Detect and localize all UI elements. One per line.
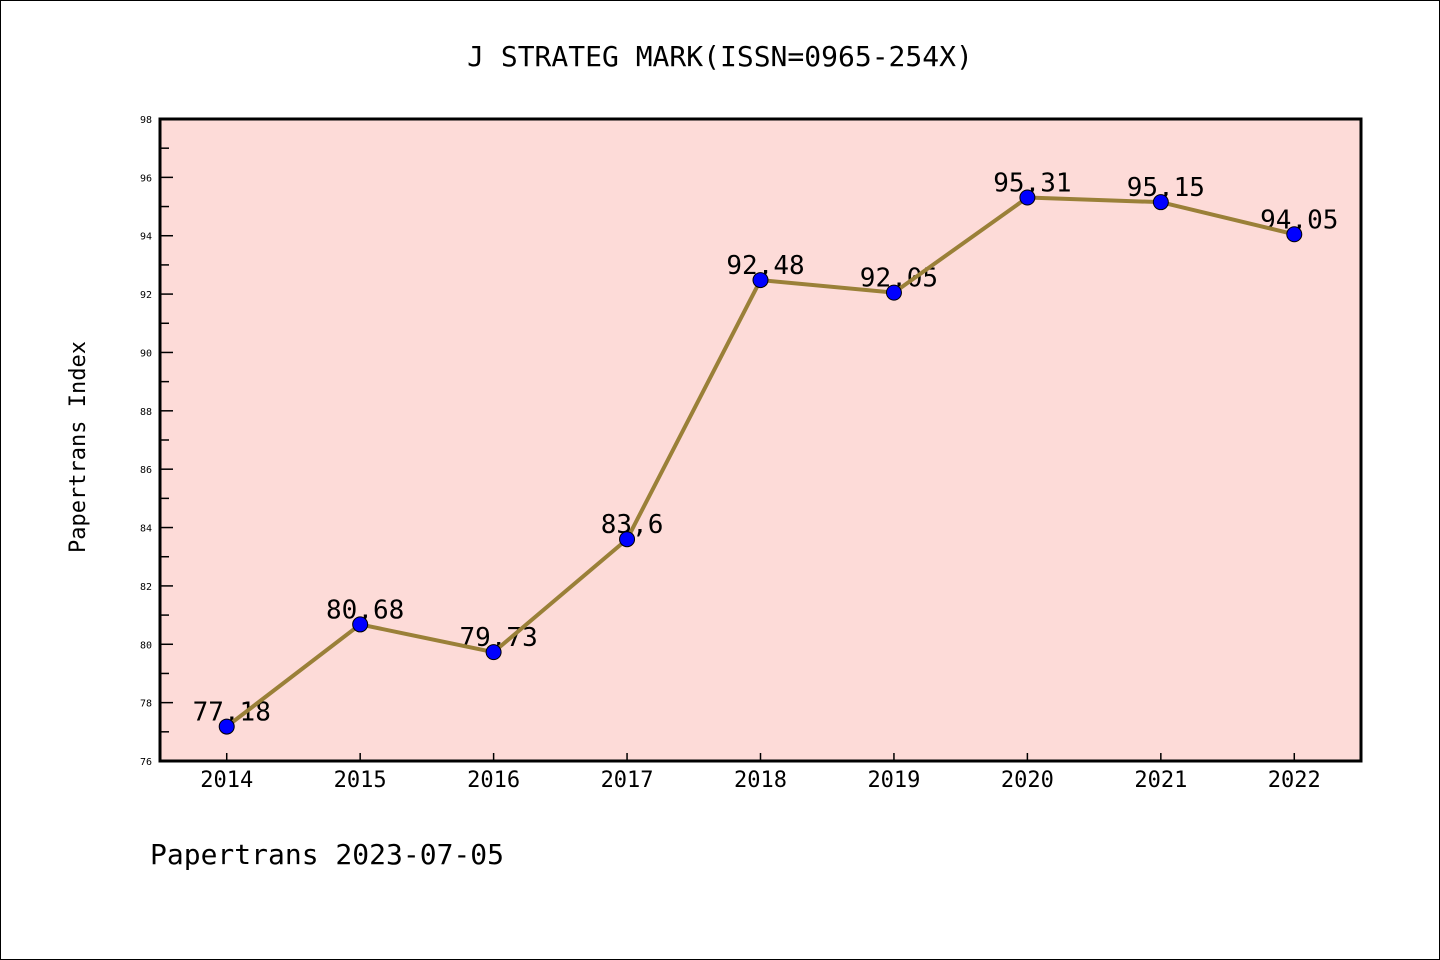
y-tick-label: 94 — [140, 232, 152, 243]
plot-border — [158, 117, 1363, 763]
data-point — [1286, 226, 1303, 243]
y-tick-label: 78 — [140, 699, 152, 710]
y-tick-label: 90 — [140, 348, 152, 359]
y-tick-label: 88 — [140, 407, 152, 418]
x-tick-label: 2022 — [1268, 768, 1321, 793]
x-tick-label: 2016 — [467, 768, 520, 793]
x-tick-label: 2017 — [601, 768, 654, 793]
x-tick-label: 2019 — [867, 768, 920, 793]
y-tick-label: 84 — [140, 524, 152, 535]
x-tick-label: 2020 — [1001, 768, 1054, 793]
x-tick-label: 2018 — [734, 768, 787, 793]
y-tick-label: 80 — [140, 640, 152, 651]
y-tick-label: 76 — [140, 757, 152, 768]
x-tick-label: 2021 — [1134, 768, 1187, 793]
y-tick-label: 92 — [140, 290, 152, 301]
footer-text: Papertrans 2023-07-05 — [150, 838, 504, 871]
data-point — [619, 531, 636, 548]
plot-area — [160, 119, 1361, 761]
data-point — [1152, 194, 1169, 211]
data-point — [1019, 189, 1036, 206]
y-tick-label: 82 — [140, 582, 152, 593]
y-axis-label: Papertrans Index — [66, 341, 91, 553]
x-tick-label: 2015 — [334, 768, 387, 793]
data-point — [885, 284, 902, 301]
data-point — [218, 718, 235, 735]
data-point — [352, 616, 369, 633]
chart-title: J STRATEG MARK(ISSN=0965-254X) — [467, 40, 973, 73]
y-tick-label: 98 — [140, 115, 152, 126]
data-point — [485, 644, 502, 661]
data-point — [752, 272, 769, 289]
x-tick-label: 2014 — [200, 768, 253, 793]
y-tick-label: 86 — [140, 465, 152, 476]
y-tick-label: 96 — [140, 173, 152, 184]
